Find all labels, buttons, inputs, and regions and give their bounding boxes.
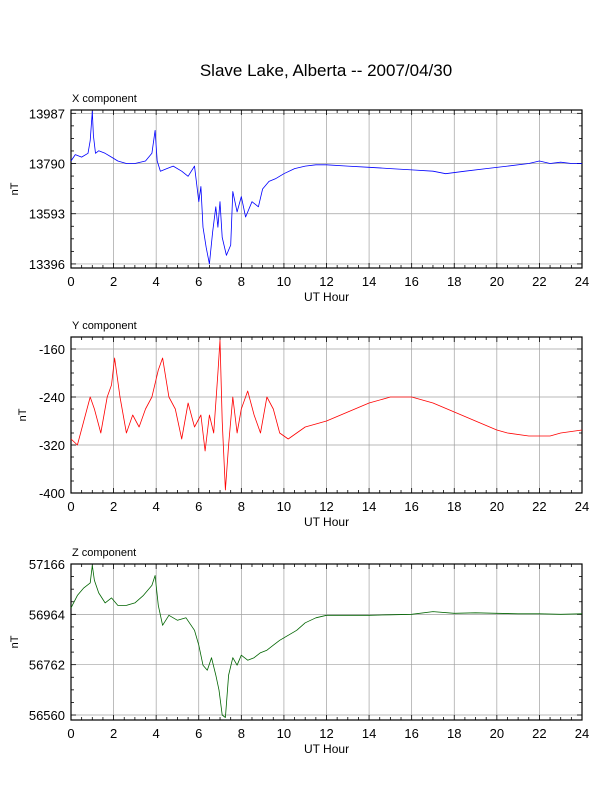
chart-title: Slave Lake, Alberta -- 2007/04/30 (200, 61, 452, 80)
x-tick-label: 24 (575, 499, 589, 514)
x-tick-label: 4 (153, 274, 160, 289)
x-tick-label: 10 (277, 499, 291, 514)
x-tick-label: 12 (319, 499, 333, 514)
x-tick-label: 12 (319, 726, 333, 741)
x-tick-label: 4 (153, 499, 160, 514)
x-tick-label: 18 (447, 274, 461, 289)
panel-label: X component (72, 93, 137, 105)
plot-frame (70, 109, 583, 269)
series-line (70, 565, 583, 718)
y-axis-label: nT (17, 408, 29, 421)
x-tick-label: 20 (490, 499, 504, 514)
x-tick-label: 2 (110, 726, 117, 741)
y-tick-label: 57166 (29, 557, 65, 572)
x-tick-label: 8 (238, 274, 245, 289)
y-axis-label: nT (9, 635, 21, 648)
x-tick-label: 16 (404, 499, 418, 514)
x-tick-label: 14 (362, 499, 376, 514)
y-tick-label: 56762 (29, 658, 65, 673)
x-tick-label: 18 (447, 499, 461, 514)
x-tick-label: 6 (195, 274, 202, 289)
y-tick-label: 13396 (29, 257, 65, 272)
y-tick-label: 13593 (29, 207, 65, 222)
y-axis-label: nT (9, 182, 21, 195)
x-tick-label: 22 (532, 499, 546, 514)
x-tick-label: 24 (575, 726, 589, 741)
plot-frame (70, 563, 583, 721)
y-tick-label: -320 (39, 438, 65, 453)
x-tick-label: 10 (277, 274, 291, 289)
panel-label: Z component (72, 547, 136, 559)
plot-frame (70, 336, 583, 494)
x-tick-label: 14 (362, 274, 376, 289)
y-tick-label: 56964 (29, 607, 65, 622)
x-tick-label: 24 (575, 274, 589, 289)
x-tick-label: 8 (238, 726, 245, 741)
series-line (70, 110, 582, 265)
x-tick-label: 12 (319, 274, 333, 289)
x-tick-label: 2 (110, 499, 117, 514)
x-tick-label: 10 (277, 726, 291, 741)
x-tick-label: 16 (404, 726, 418, 741)
x-tick-label: 22 (532, 274, 546, 289)
x-tick-label: 20 (490, 274, 504, 289)
x-tick-label: 8 (238, 499, 245, 514)
y-tick-label: -400 (39, 486, 65, 501)
x-axis-label: UT Hour (304, 290, 349, 304)
x-axis-label: UT Hour (304, 742, 349, 756)
x-tick-label: 14 (362, 726, 376, 741)
x-tick-label: 6 (195, 499, 202, 514)
x-tick-label: 18 (447, 726, 461, 741)
series-line (70, 339, 583, 491)
panel-label: Y component (72, 320, 137, 332)
x-tick-label: 0 (67, 274, 74, 289)
x-tick-label: 22 (532, 726, 546, 741)
x-tick-label: 20 (490, 726, 504, 741)
x-tick-label: 16 (404, 274, 418, 289)
y-tick-label: 13987 (29, 106, 65, 121)
x-tick-label: 4 (153, 726, 160, 741)
x-tick-label: 2 (110, 274, 117, 289)
y-tick-label: 56560 (29, 708, 65, 723)
y-tick-label: 13790 (29, 157, 65, 172)
y-tick-label: -160 (39, 342, 65, 357)
x-tick-label: 0 (67, 499, 74, 514)
y-tick-label: -240 (39, 390, 65, 405)
x-tick-label: 0 (67, 726, 74, 741)
x-tick-label: 6 (195, 726, 202, 741)
x-axis-label: UT Hour (304, 515, 349, 529)
